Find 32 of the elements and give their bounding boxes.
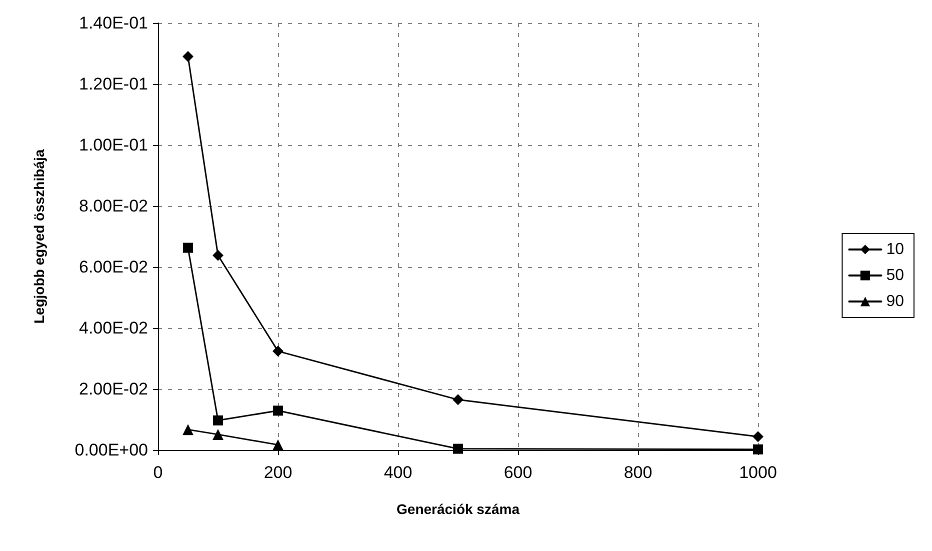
y-tick-label: 2.00E-02 xyxy=(79,380,148,398)
y-tick-label: 6.00E-02 xyxy=(79,258,148,276)
point xyxy=(452,394,464,406)
y-tick-label: 1.20E-01 xyxy=(79,74,148,94)
point xyxy=(182,51,194,62)
point xyxy=(212,250,224,261)
x-tick-label: 1000 xyxy=(739,463,777,482)
point xyxy=(183,242,193,253)
y-axis-title: Legjobb egyed összhibája xyxy=(31,149,47,324)
x-tick-label: 400 xyxy=(384,463,412,482)
x-axis-title: Generációk száma xyxy=(396,501,520,517)
y-tick-label: 8.00E-02 xyxy=(79,196,148,216)
y-tick-label: 1.40E-01 xyxy=(79,14,148,32)
point xyxy=(272,346,284,357)
point xyxy=(752,431,764,442)
y-tick-label: 4.00E-02 xyxy=(79,318,148,338)
y-tick-label: 0.00E+00 xyxy=(74,440,148,460)
x-tick-label: 0 xyxy=(153,463,163,482)
y-tick-label: 1.00E-01 xyxy=(79,136,148,154)
point xyxy=(453,444,463,454)
point xyxy=(272,439,284,450)
point xyxy=(182,424,194,436)
point xyxy=(213,415,223,426)
x-tick-label: 600 xyxy=(504,463,532,482)
point xyxy=(212,428,224,440)
legend-label: 10 xyxy=(886,241,904,258)
x-tick-label: 200 xyxy=(264,463,292,482)
point xyxy=(753,444,763,454)
point xyxy=(273,406,283,416)
legend-label: 50 xyxy=(886,267,904,284)
x-tick-label: 800 xyxy=(624,463,652,482)
legend-label: 90 xyxy=(886,293,904,310)
